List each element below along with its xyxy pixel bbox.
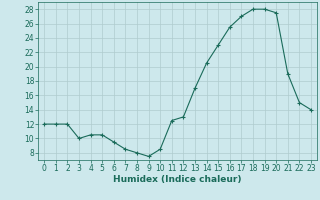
X-axis label: Humidex (Indice chaleur): Humidex (Indice chaleur) bbox=[113, 175, 242, 184]
